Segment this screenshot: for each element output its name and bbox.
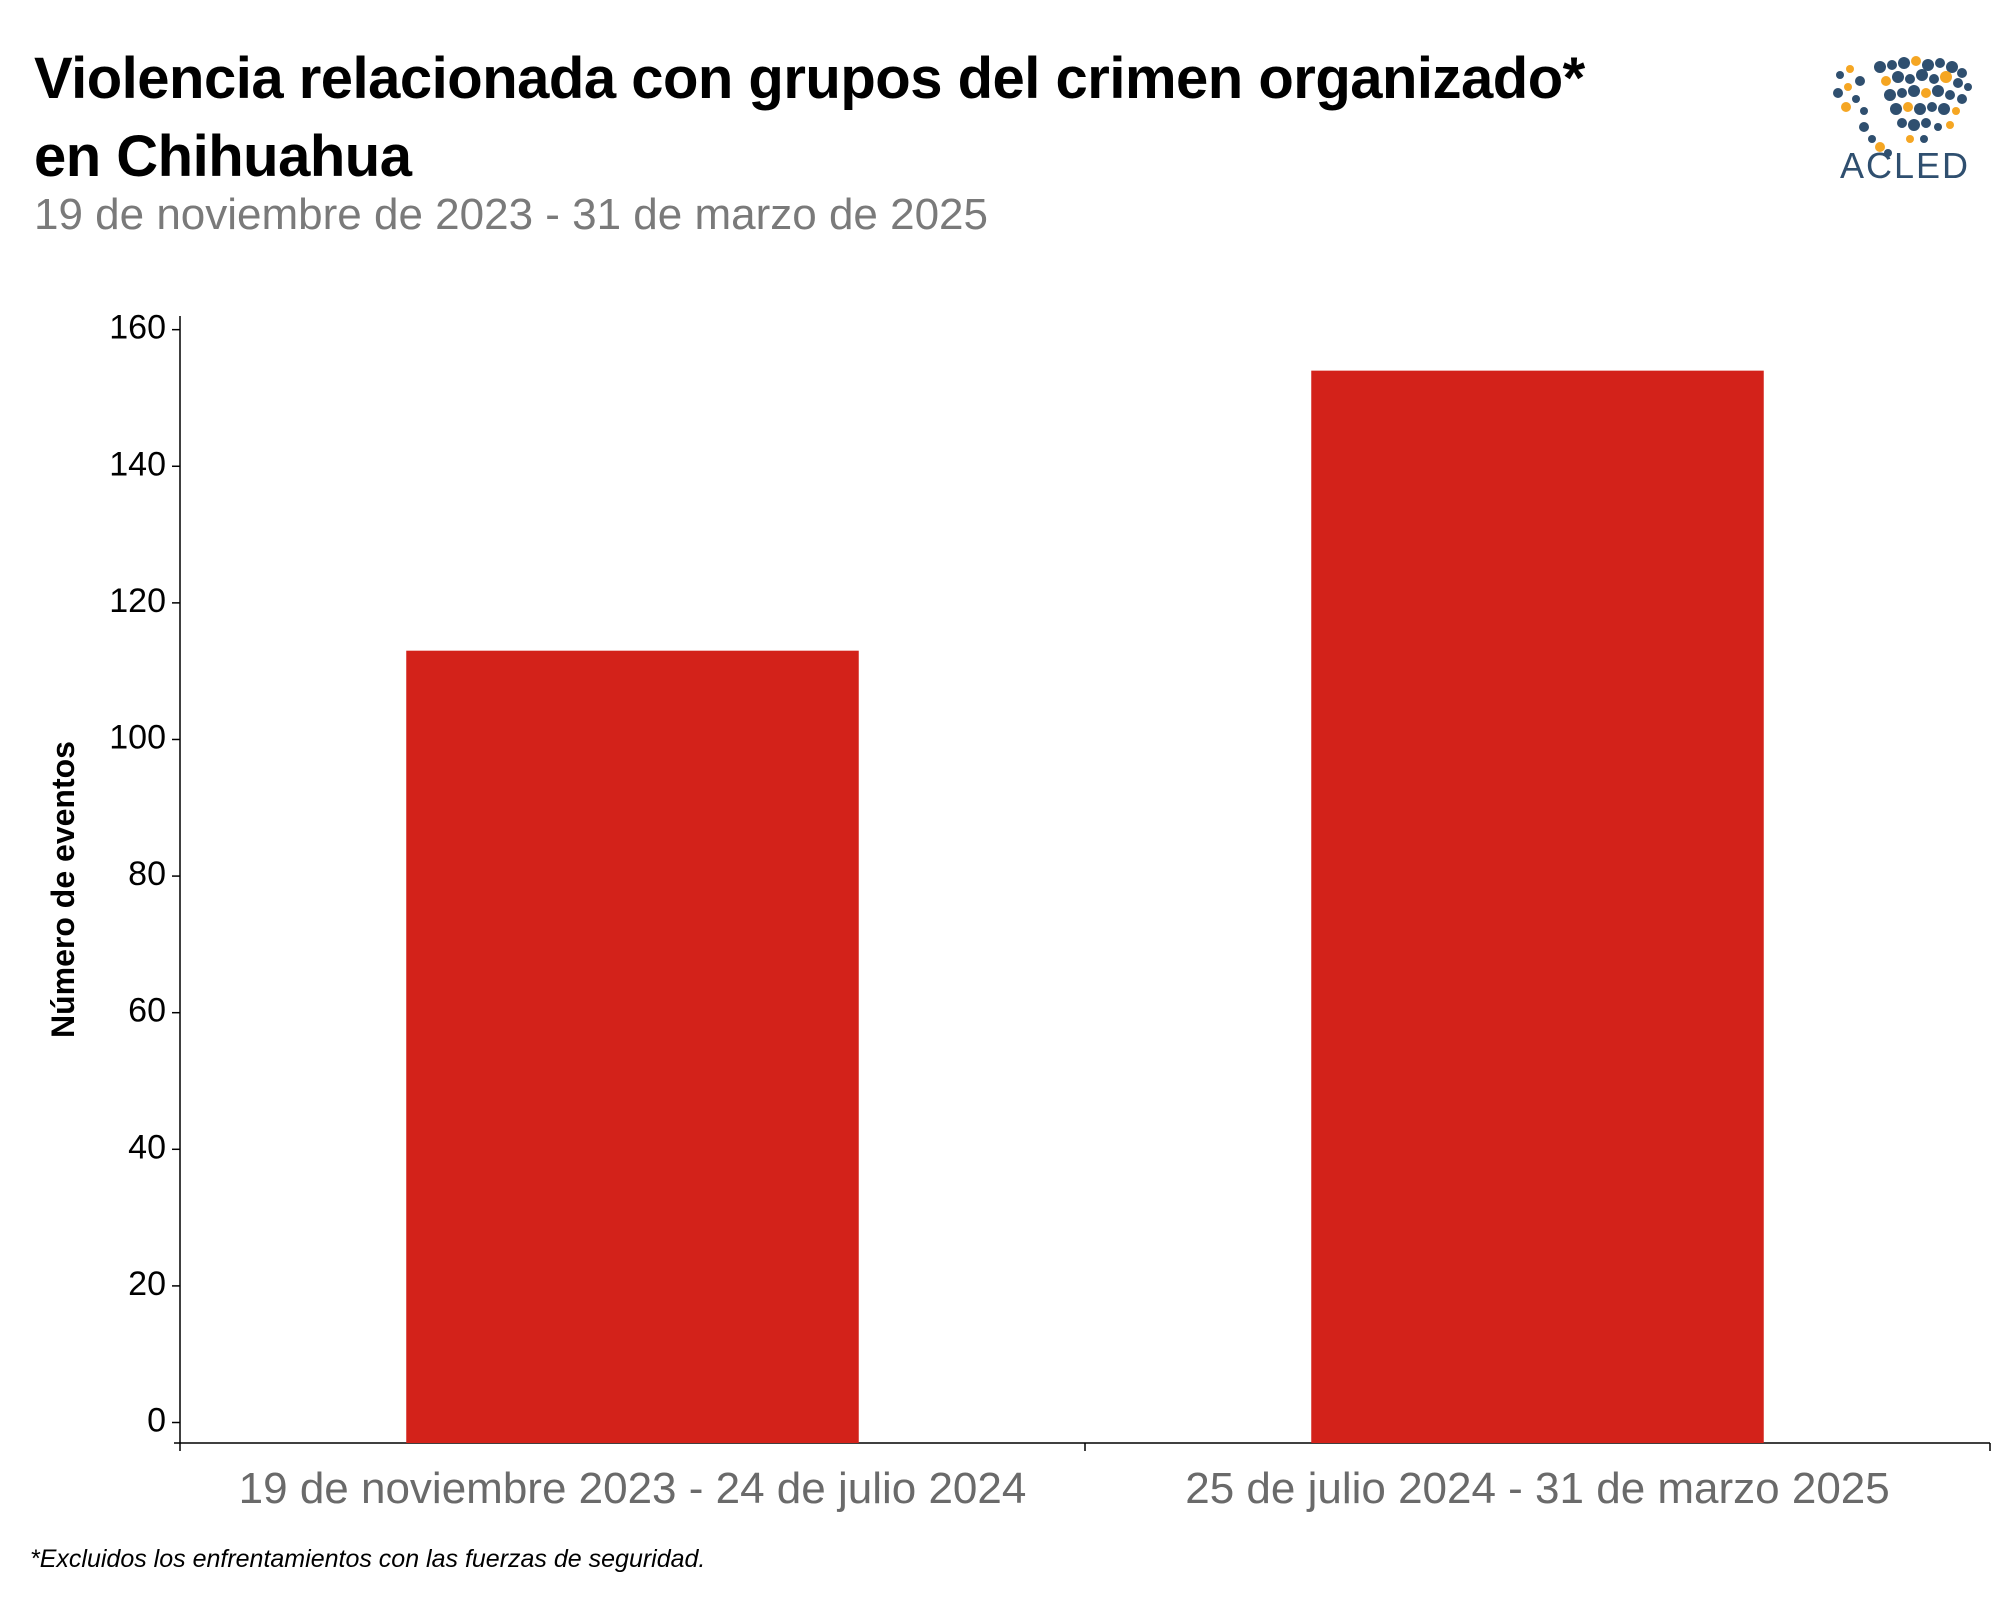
chart-title: Violencia relacionada con grupos del cri… [34,40,1734,196]
x-category-label: 25 de julio 2024 - 31 de marzo 2025 [1185,1464,1890,1513]
chart-subtitle: 19 de noviembre de 2023 - 31 de marzo de… [34,190,988,239]
bars [406,370,1764,1443]
category-labels: 19 de noviembre 2023 - 24 de julio 2024 2… [239,1464,1890,1513]
y-tick-label: 60 [128,992,166,1030]
y-axis: 0 20 40 60 80 100 120 140 160 [109,309,181,1443]
y-tick-label: 120 [109,582,166,620]
title-line-1: Violencia relacionada con grupos del cri… [34,46,1585,111]
title-line-2: en Chihuahua [34,124,412,189]
y-tick-label: 80 [128,855,166,893]
y-axis-title: Número de eventos [45,741,81,1038]
y-tick-label: 40 [128,1128,166,1166]
x-category-label: 19 de noviembre 2023 - 24 de julio 2024 [239,1464,1027,1513]
bar [406,650,859,1443]
y-tick-label: 160 [109,309,166,347]
y-tick-label: 0 [147,1401,166,1439]
x-axis [174,1442,1991,1451]
y-tick-label: 100 [109,718,166,756]
y-tick-label: 20 [128,1265,166,1303]
y-tick-label: 140 [109,445,166,483]
bar [1311,370,1764,1443]
footnote: *Excluidos los enfrentamientos con las f… [30,1545,706,1573]
acled-logo-text: ACLED [1839,145,1971,186]
acled-globe-logo-icon [1833,56,1972,157]
